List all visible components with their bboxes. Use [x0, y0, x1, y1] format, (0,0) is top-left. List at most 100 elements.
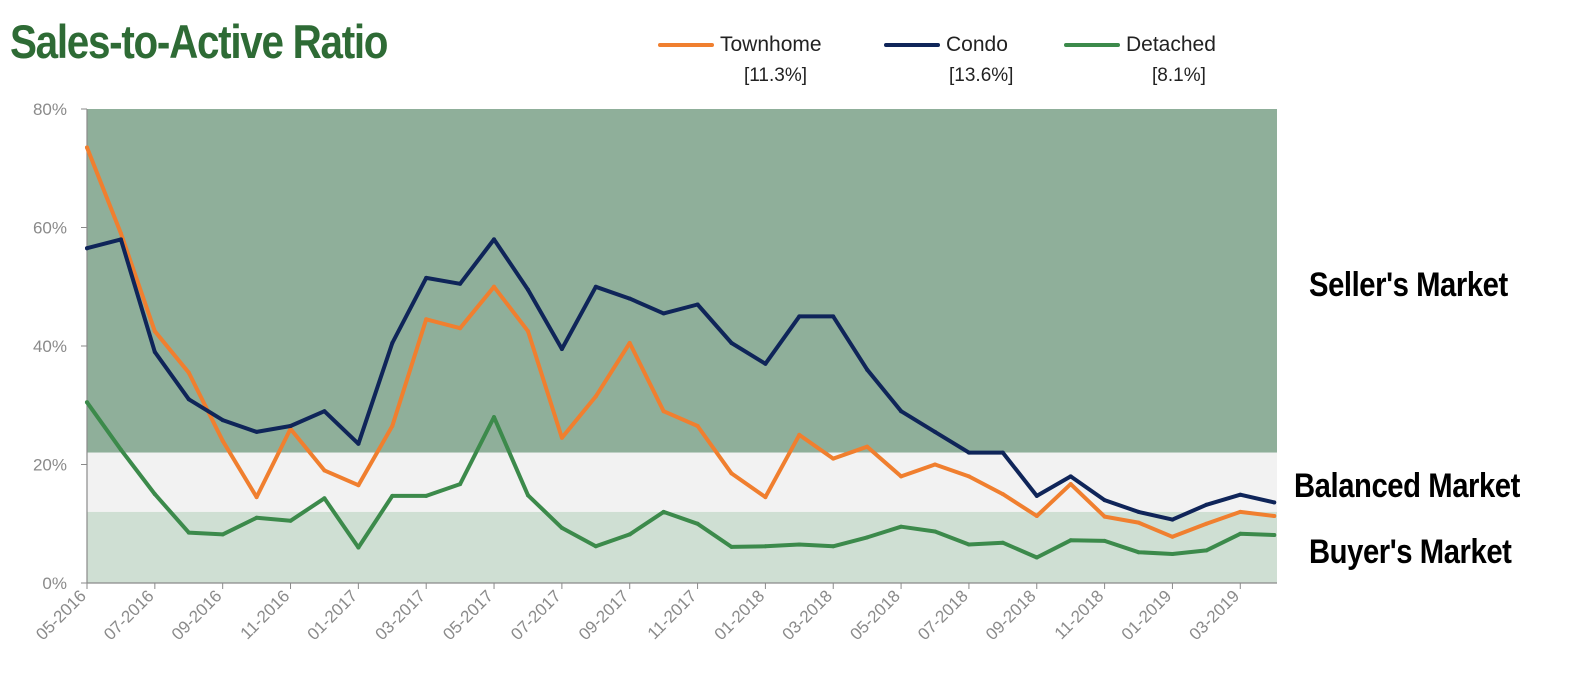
x-tick-label: 09-2017 — [575, 586, 633, 644]
data-point-detached — [1272, 533, 1277, 537]
data-point-townhome — [118, 231, 123, 236]
legend-label-detached: Detached — [1126, 33, 1216, 56]
data-point-condo — [1000, 450, 1005, 455]
data-point-condo — [1170, 517, 1175, 522]
legend-swatch-townhome — [658, 43, 714, 47]
data-point-condo — [288, 424, 293, 428]
data-point-detached — [899, 524, 904, 529]
data-point-detached — [152, 492, 157, 497]
data-point-detached — [831, 544, 836, 549]
buyer-market-label: Buyer's Market — [1309, 533, 1512, 571]
x-tick-label: 03-2017 — [371, 586, 429, 644]
data-point-condo — [356, 441, 361, 446]
x-tick-label: 07-2016 — [100, 586, 158, 644]
data-point-condo — [1204, 502, 1209, 507]
data-point-townhome — [424, 317, 429, 322]
data-point-detached — [966, 542, 971, 547]
series-line-detached — [85, 400, 1277, 560]
data-point-detached — [661, 509, 666, 514]
data-point-detached — [322, 496, 327, 501]
seller-market-zone — [87, 109, 1277, 453]
data-point-townhome — [831, 456, 836, 461]
data-point-detached — [1102, 538, 1107, 543]
data-point-detached — [1204, 548, 1209, 553]
data-point-condo — [118, 237, 123, 242]
x-tick-label: 01-2017 — [304, 586, 362, 644]
y-tick-label: 0% — [42, 574, 67, 593]
chart-title: Sales-to-Active Ratio — [10, 15, 389, 68]
data-point-detached — [118, 447, 123, 452]
data-point-townhome — [152, 329, 157, 334]
data-point-condo — [593, 284, 598, 289]
data-point-condo — [390, 341, 395, 345]
data-point-condo — [661, 311, 666, 316]
y-tick-label: 40% — [33, 337, 67, 356]
data-point-detached — [729, 544, 734, 549]
data-point-condo — [1034, 493, 1039, 498]
data-point-townhome — [729, 471, 734, 476]
data-point-condo — [1238, 492, 1243, 497]
data-point-detached — [424, 493, 429, 498]
data-point-condo — [220, 418, 225, 423]
data-point-townhome — [1068, 482, 1073, 487]
data-point-condo — [322, 409, 327, 414]
data-point-condo — [1068, 474, 1073, 479]
x-tick-label: 01-2019 — [1118, 586, 1176, 644]
data-point-condo — [1102, 498, 1107, 503]
data-point-condo — [797, 314, 802, 319]
x-tick-label: 09-2018 — [982, 586, 1040, 644]
data-point-detached — [1068, 538, 1073, 543]
data-point-townhome — [1204, 521, 1209, 526]
seller-market-label: Seller's Market — [1309, 266, 1508, 304]
legend-swatch-detached — [1064, 43, 1120, 47]
data-point-townhome — [390, 424, 395, 428]
data-point-detached — [1136, 550, 1141, 555]
y-tick-label: 60% — [33, 219, 67, 238]
legend-label-townhome: Townhome — [720, 33, 822, 56]
data-point-townhome — [1170, 534, 1175, 539]
series-line-townhome — [85, 145, 1277, 539]
data-point-condo — [85, 246, 89, 251]
data-point-detached — [593, 544, 598, 549]
data-point-townhome — [1102, 514, 1107, 519]
data-point-townhome — [695, 424, 700, 428]
data-point-condo — [254, 429, 259, 434]
series-lines — [85, 145, 1277, 560]
x-tick-label: 11-2018 — [1051, 586, 1108, 643]
data-point-townhome — [865, 444, 870, 449]
data-point-detached — [288, 518, 293, 523]
data-point-townhome — [966, 474, 971, 479]
data-point-detached — [526, 493, 530, 498]
data-point-detached — [627, 532, 632, 537]
data-point-townhome — [559, 435, 564, 440]
legend-value-condo: [13.6%] — [949, 65, 1014, 86]
data-point-detached — [1034, 555, 1039, 560]
data-point-detached — [1000, 540, 1005, 545]
x-tick-label: 07-2017 — [507, 586, 565, 644]
data-point-townhome — [1136, 520, 1141, 525]
x-tick-label: 11-2017 — [644, 586, 701, 643]
x-tick-label: 05-2018 — [846, 586, 904, 644]
data-point-condo — [186, 397, 191, 402]
data-point-detached — [797, 542, 802, 547]
data-point-townhome — [1034, 514, 1039, 518]
data-point-condo — [933, 429, 937, 434]
market-zones — [87, 109, 1277, 583]
data-point-townhome — [763, 495, 768, 500]
data-point-condo — [899, 409, 904, 414]
data-point-detached — [85, 400, 89, 405]
data-point-townhome — [322, 468, 327, 473]
data-point-townhome — [593, 394, 598, 399]
data-point-townhome — [254, 495, 259, 500]
balanced-market-label: Balanced Market — [1294, 467, 1520, 505]
data-point-townhome — [526, 329, 530, 334]
data-point-detached — [933, 529, 937, 534]
data-point-condo — [559, 347, 564, 351]
data-point-detached — [763, 544, 768, 549]
data-point-townhome — [627, 341, 632, 345]
data-point-townhome — [1238, 509, 1243, 514]
data-point-townhome — [458, 326, 463, 331]
data-point-condo — [729, 341, 734, 345]
x-tick-label: 05-2016 — [32, 586, 90, 644]
